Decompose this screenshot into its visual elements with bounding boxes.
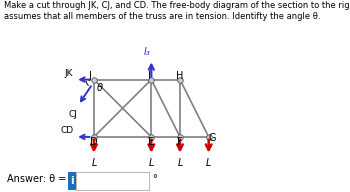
Text: CD: CD <box>60 126 73 135</box>
Text: F: F <box>177 137 183 147</box>
Text: θ: θ <box>97 83 103 93</box>
Text: L: L <box>206 158 211 168</box>
Text: L: L <box>177 158 183 168</box>
Text: Make a cut through JK, CJ, and CD. The free-body diagram of the section to the r: Make a cut through JK, CJ, and CD. The f… <box>4 1 350 10</box>
Text: CJ: CJ <box>68 110 77 119</box>
Text: G: G <box>208 133 216 143</box>
Text: H: H <box>176 70 184 80</box>
Text: °: ° <box>152 174 157 184</box>
Text: J: J <box>89 71 92 81</box>
Text: I₃: I₃ <box>144 47 150 57</box>
Text: JK: JK <box>65 69 73 78</box>
Text: assumes that all members of the truss are in tension. Identifty the angle θ.: assumes that all members of the truss ar… <box>4 12 320 22</box>
Text: D: D <box>90 137 98 147</box>
Text: i: i <box>70 176 74 186</box>
Text: E: E <box>148 137 154 147</box>
Text: L: L <box>149 158 154 168</box>
Text: Answer: θ =: Answer: θ = <box>7 174 66 184</box>
Text: L: L <box>91 158 97 168</box>
Text: I: I <box>148 70 151 80</box>
